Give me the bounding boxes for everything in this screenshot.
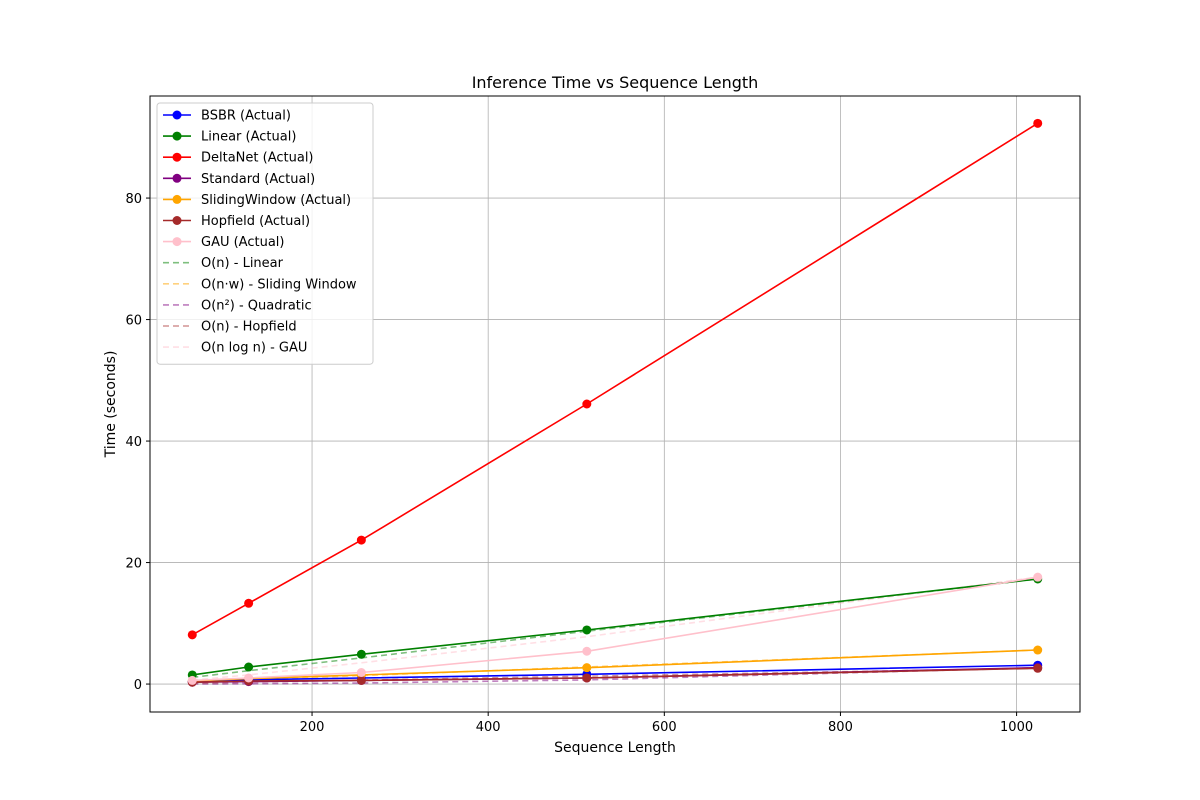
legend-item: O(n²) - Quadratic [163,298,312,313]
series-9 [192,666,1038,685]
data-point [582,663,592,673]
legend-item: SlidingWindow (Actual) [163,193,351,208]
legend-label: SlidingWindow (Actual) [201,193,351,208]
ticks: 200 400 600 800 1000 0 20 40 60 80 [125,192,1033,735]
legend-label: O(n) - Linear [201,256,284,271]
legend-marker [172,131,182,141]
legend-item: O(n log n) - GAU [163,341,307,356]
legend-item: BSBR (Actual) [163,109,291,124]
legend-item: Standard (Actual) [163,172,315,187]
data-point [1033,572,1043,582]
legend-item: O(n) - Hopfield [163,320,297,335]
legend-label: Linear (Actual) [201,130,296,145]
y-tick-label: 80 [125,192,142,207]
data-point [244,598,254,608]
series-line [192,578,1038,676]
chart-title: Inference Time vs Sequence Length [472,73,759,92]
x-tick-label: 200 [300,720,325,735]
data-point [187,630,197,640]
legend-box [156,102,374,365]
legend-label: GAU (Actual) [201,235,284,250]
legend-marker [172,110,182,120]
data-point [187,675,197,685]
legend-item: GAU (Actual) [163,235,284,250]
data-point [356,649,366,659]
x-tick-label: 1000 [1000,720,1033,735]
legend-item: O(n) - Linear [163,256,284,271]
data-point [1033,645,1043,655]
legend: BSBR (Actual) Linear (Actual) DeltaNet (Ac… [156,102,374,365]
legend-label: O(n²) - Quadratic [201,298,312,313]
legend-marker [172,173,182,183]
legend-marker [172,152,182,162]
data-point [356,675,366,685]
legend-marker [172,194,182,204]
y-tick-label: 0 [134,678,142,693]
legend-label: O(n) - Hopfield [201,320,297,335]
legend-label: Hopfield (Actual) [201,214,310,229]
data-point [582,673,592,683]
data-point [244,673,254,683]
series-line [192,666,1038,685]
legend-label: Standard (Actual) [201,172,315,187]
series-layer [187,118,1043,687]
series-6 [187,572,1043,685]
x-tick-label: 600 [652,720,677,735]
data-point [1033,663,1043,673]
data-point [582,399,592,409]
data-point [582,625,592,635]
legend-item: O(n·w) - Sliding Window [163,277,357,292]
y-axis-label: Time (seconds) [103,351,119,459]
data-point [356,668,366,678]
y-tick-label: 60 [125,314,142,329]
legend-item: Linear (Actual) [163,130,296,145]
legend-marker [172,216,182,225]
legend-marker [172,237,182,247]
x-axis-label: Sequence Length [554,740,676,756]
legend-label: BSBR (Actual) [201,109,291,124]
legend-label: O(n log n) - GAU [201,341,307,356]
legend-label: DeltaNet (Actual) [201,151,314,166]
data-point [356,535,366,545]
legend-item: DeltaNet (Actual) [163,151,314,166]
series-10 [192,667,1038,684]
legend-label: O(n·w) - Sliding Window [201,277,357,292]
series-0 [187,660,1043,687]
y-tick-label: 40 [125,435,142,450]
x-tick-label: 400 [476,720,501,735]
x-tick-label: 800 [828,720,853,735]
legend-item: Hopfield (Actual) [163,214,310,229]
data-point [244,662,254,672]
data-point [1033,118,1043,128]
series-line [192,667,1038,684]
y-tick-label: 20 [125,557,142,572]
plot-frame [149,95,1081,713]
series-2 [187,118,1043,640]
data-point [582,646,592,656]
